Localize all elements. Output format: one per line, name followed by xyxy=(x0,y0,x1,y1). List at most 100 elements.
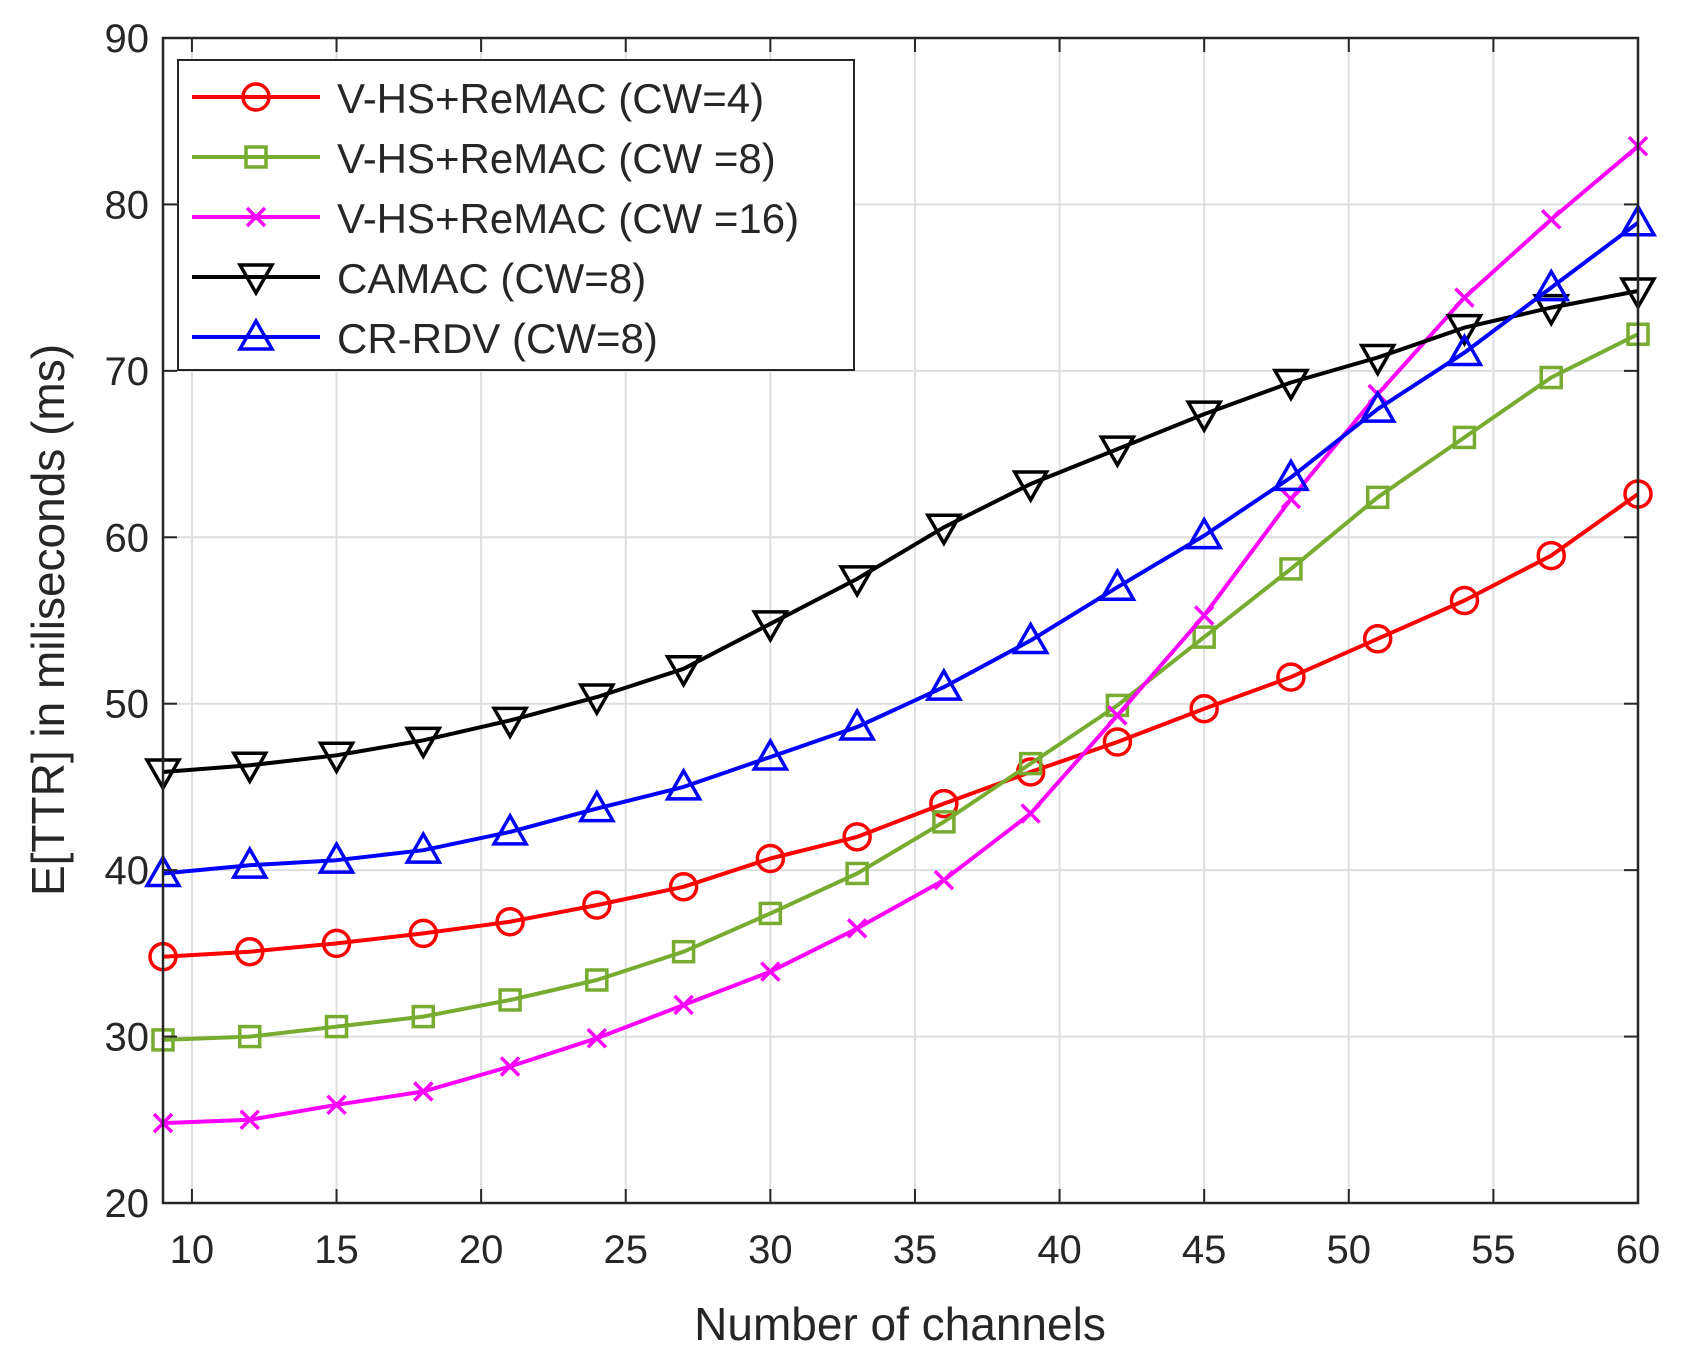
data-point xyxy=(932,810,956,834)
data-point xyxy=(760,961,781,982)
data-point xyxy=(239,1109,261,1131)
data-point xyxy=(1536,540,1566,571)
data-point xyxy=(664,767,703,801)
series-layer xyxy=(143,135,1658,1134)
x-tick-label: 50 xyxy=(1327,1228,1372,1272)
data-point xyxy=(1365,485,1390,510)
data-point xyxy=(238,1024,262,1049)
data-point xyxy=(404,830,443,864)
y-tick-label: 90 xyxy=(105,17,150,61)
x-tick-label: 35 xyxy=(893,1228,938,1272)
y-tick-label: 70 xyxy=(105,350,150,394)
data-point xyxy=(1445,313,1484,348)
legend-label: V-HS+ReMAC (CW =16) xyxy=(337,195,799,242)
x-tick-labels: 10 15 20 25 30 35 40 45 50 55 60 xyxy=(170,1228,1661,1272)
data-point xyxy=(838,707,877,741)
data-point xyxy=(1102,727,1133,757)
legend-label: CR-RDV (CW=8) xyxy=(337,315,658,362)
legend-marker-triangle-up-icon xyxy=(236,317,276,351)
data-point xyxy=(495,906,525,937)
data-point xyxy=(1020,803,1041,824)
data-point xyxy=(1445,333,1484,367)
legend-marker-square-icon xyxy=(244,145,268,169)
y-tick-label: 40 xyxy=(105,849,150,893)
data-point xyxy=(1185,400,1224,434)
data-point xyxy=(235,936,265,967)
data-point xyxy=(1276,662,1306,692)
data-point xyxy=(1541,209,1562,230)
legend-marker-circle-icon xyxy=(241,82,271,112)
data-point xyxy=(1279,557,1303,581)
x-tick-label: 60 xyxy=(1616,1228,1661,1272)
plot-frame xyxy=(161,36,1640,1205)
data-point xyxy=(1192,625,1216,649)
legend-entry-camac: CAMAC (CW=8) xyxy=(192,255,646,302)
data-point xyxy=(924,667,963,701)
data-point xyxy=(1011,620,1050,655)
legend-entry-vhs-cw4: V-HS+ReMAC (CW=4) xyxy=(192,75,764,122)
series-line xyxy=(162,144,1640,1126)
series-camac-cw-8 xyxy=(143,277,1658,792)
data-point xyxy=(1107,705,1128,726)
y-tick-label: 30 xyxy=(105,1016,150,1060)
data-point xyxy=(585,968,609,992)
data-point xyxy=(929,788,959,819)
legend-label: V-HS+ReMAC (CW =8) xyxy=(337,135,776,182)
data-point xyxy=(1280,488,1302,510)
data-point xyxy=(317,741,356,775)
legend-marker-shape xyxy=(245,206,267,228)
data-point xyxy=(1532,268,1571,302)
data-point xyxy=(1539,365,1563,390)
data-point xyxy=(317,840,356,874)
y-tick-labels: 20 30 40 50 60 70 80 90 xyxy=(105,17,150,1226)
data-point xyxy=(1193,605,1215,626)
axis-ticks xyxy=(163,37,1639,1204)
data-point xyxy=(491,812,530,846)
legend-entry-vhs-cw16: V-HS+ReMAC (CW =16) xyxy=(192,195,799,242)
data-point xyxy=(755,843,786,874)
data-point xyxy=(577,789,616,823)
data-point xyxy=(230,845,269,879)
legend-marker-shape xyxy=(236,317,276,351)
data-point xyxy=(845,861,869,886)
data-point xyxy=(1358,389,1397,423)
data-point xyxy=(321,928,352,959)
data-point xyxy=(1098,435,1137,469)
data-point xyxy=(577,683,616,717)
y-tick-label: 20 xyxy=(105,1182,150,1226)
x-tick-label: 25 xyxy=(603,1228,648,1272)
legend: V-HS+ReMAC (CW=4) V-HS+ReMAC (CW =8) V-H… xyxy=(177,59,855,371)
series-line xyxy=(162,221,1640,876)
legend-entry-cr-rdv: CR-RDV (CW=8) xyxy=(192,315,658,362)
legend-entry-vhs-cw8: V-HS+ReMAC (CW =8) xyxy=(192,135,776,182)
y-tick-label: 60 xyxy=(105,516,150,560)
data-point xyxy=(1532,293,1571,328)
data-point xyxy=(1018,751,1043,776)
data-point xyxy=(326,1094,347,1116)
x-tick-label: 15 xyxy=(314,1228,359,1272)
x-tick-label: 55 xyxy=(1471,1228,1516,1272)
data-point xyxy=(411,1004,436,1029)
x-axis-label: Number of channels xyxy=(694,1298,1106,1350)
data-point xyxy=(498,988,522,1012)
x-tick-label: 45 xyxy=(1182,1228,1227,1272)
legend-marker-shape xyxy=(236,263,276,297)
data-point xyxy=(1011,470,1050,504)
legend-marker-shape xyxy=(244,145,268,169)
data-point xyxy=(586,1028,608,1049)
series-line xyxy=(162,289,1639,774)
data-point xyxy=(1454,287,1475,308)
data-point xyxy=(491,706,530,740)
data-point xyxy=(1449,585,1480,616)
data-point xyxy=(924,513,963,547)
data-point xyxy=(1452,425,1477,450)
legend-label: V-HS+ReMAC (CW=4) xyxy=(337,75,764,122)
data-point xyxy=(838,565,877,599)
data-point xyxy=(1185,516,1224,550)
x-tick-label: 10 xyxy=(170,1228,215,1272)
series-line xyxy=(162,332,1639,1042)
data-point xyxy=(582,890,612,920)
data-point xyxy=(1362,624,1393,654)
y-tick-label: 80 xyxy=(105,183,150,227)
